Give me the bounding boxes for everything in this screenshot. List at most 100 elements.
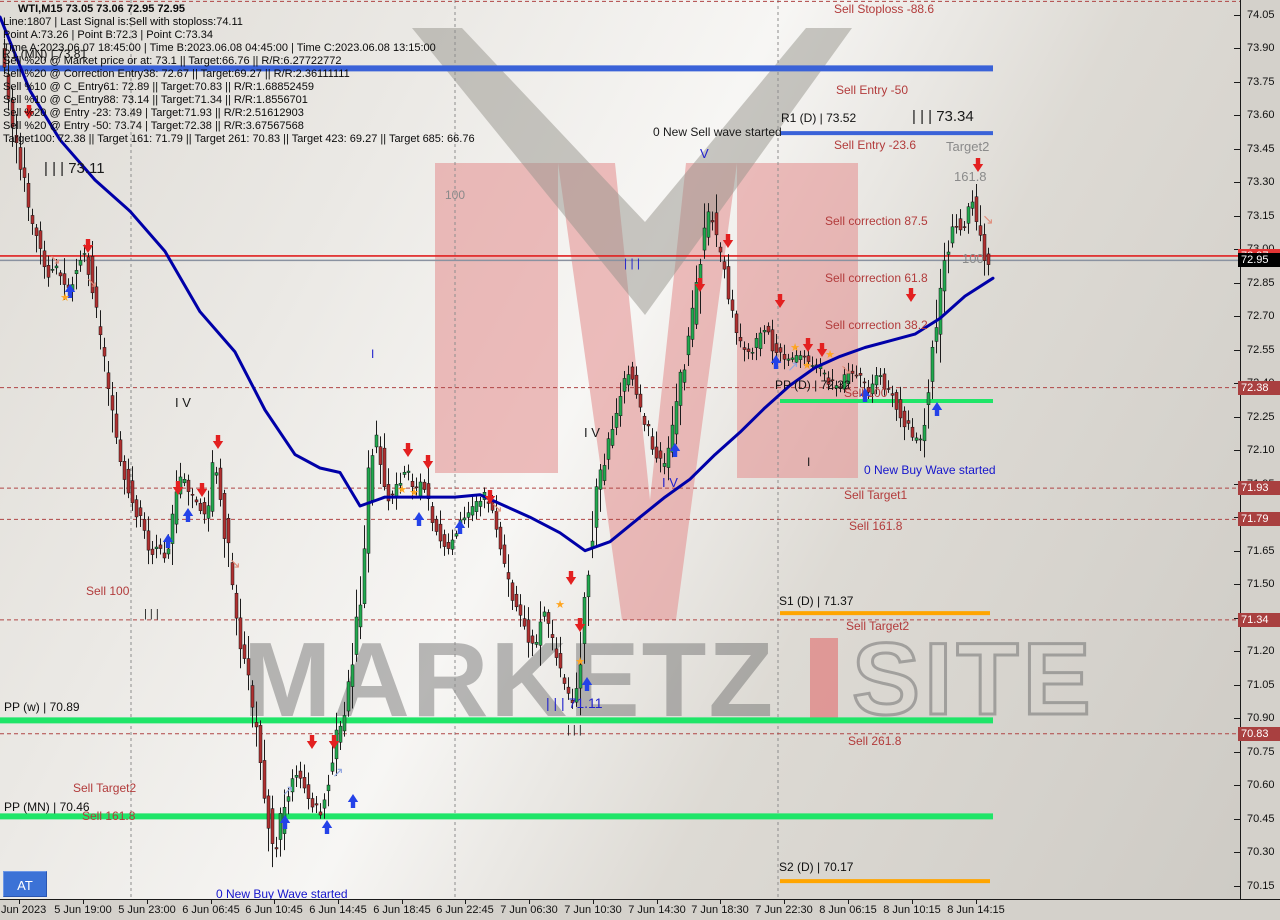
- info-panel-line: Point A:73.26 | Point B:72.3 | Point C:7…: [3, 29, 213, 41]
- time-axis-label: 8 Jun 14:15: [947, 904, 1005, 916]
- time-axis: 5 Jun 2023 5 Jun 19:00 5 Jun 23:00 6 Jun 06…: [0, 899, 1280, 920]
- signal-label: Sell correction 38.2: [825, 318, 928, 332]
- wave-label: I: [807, 455, 811, 469]
- exit-buy-arrow-icon: ↗: [332, 764, 344, 780]
- time-axis-tick: [147, 900, 148, 904]
- time-axis-label: 6 Jun 06:45: [182, 904, 240, 916]
- price-badge: 71.34: [1238, 612, 1280, 627]
- price-axis-tick: [1234, 349, 1241, 351]
- star-icon: ★: [802, 360, 812, 372]
- wave-label: 100: [962, 251, 984, 266]
- time-axis-tick: [784, 900, 785, 904]
- price-axis-tick: [1234, 416, 1241, 418]
- time-axis-label: 7 Jun 22:30: [755, 904, 813, 916]
- time-axis-label: 5 Jun 23:00: [118, 904, 176, 916]
- time-axis-label: 8 Jun 10:15: [883, 904, 941, 916]
- time-axis-tick: [338, 900, 339, 904]
- chart-canvas: MARKETZ SITE★★ ★★★★★★↘↘↘↘↘↘↗↗↗: [0, 0, 1240, 899]
- wave-label: | | |: [144, 608, 159, 620]
- at-button[interactable]: AT: [3, 871, 47, 897]
- sell-arrow-icon: [402, 443, 414, 457]
- signal-label: Sell 261.8: [848, 734, 902, 748]
- time-axis-label: 5 Jun 2023: [0, 904, 47, 916]
- sell-arrow-icon: [328, 735, 340, 749]
- signal-label: Sell correction 61.8: [825, 271, 928, 285]
- buy-arrow-icon: [413, 512, 425, 526]
- time-axis-label: 7 Jun 18:30: [691, 904, 749, 916]
- exit-sell-arrow-icon: ↘: [49, 251, 61, 267]
- time-axis-label: 6 Jun 18:45: [373, 904, 431, 916]
- buy-arrow-icon: [279, 815, 291, 829]
- info-panel-line: Sell %20 @ Entry -23: 73.49 | Target:71.…: [3, 107, 304, 119]
- time-axis-tick: [402, 900, 403, 904]
- buy-arrow-icon: [859, 388, 871, 402]
- wave-label: | | | 73.34: [912, 108, 974, 125]
- buy-arrow-icon: [321, 820, 333, 834]
- price-axis-tick: [1234, 517, 1241, 519]
- sell-arrow-icon: [172, 481, 184, 495]
- time-axis-tick: [274, 900, 275, 904]
- price-axis-label: 73.30: [1247, 176, 1275, 189]
- wave-label: V: [700, 146, 709, 161]
- price-axis-tick: [1234, 718, 1241, 720]
- star-icon: ★: [575, 656, 585, 668]
- sell-arrow-icon: [802, 338, 814, 352]
- info-panel-line: Target100: 72.38 || Target 161: 71.79 ||…: [3, 133, 475, 145]
- price-axis-tick: [1234, 818, 1241, 820]
- chart-plot-area[interactable]: MARKETZ SITE ★ ★ ★ ★ ★ ★ ★ ★ ↘ ↘ ↘ ↘ ↘ ↘ ↗ ↗ ↗ R1 (MN) | 73…: [0, 0, 1240, 899]
- buy-arrow-icon: [669, 443, 681, 457]
- price-axis-label: 71.05: [1247, 678, 1275, 691]
- sell-arrow-icon: [694, 278, 706, 292]
- pivot-label-pp: PP (MN) | 70.46: [4, 800, 90, 814]
- sell-arrow-icon: [306, 735, 318, 749]
- price-axis-tick: [1234, 550, 1241, 552]
- price-axis-tick: [1234, 684, 1241, 686]
- price-badge: 70.83: [1238, 726, 1280, 741]
- time-axis-tick: [211, 900, 212, 904]
- info-panel-line: Sell %10 @ C_Entry61: 72.89 || Target:70…: [3, 81, 315, 93]
- wave-label: 0 New Buy Wave started: [864, 463, 996, 477]
- sell-arrow-icon: [722, 234, 734, 248]
- wave-label: I: [371, 347, 375, 361]
- signal-label: Sell 100: [86, 584, 130, 598]
- price-axis-label: 72.70: [1247, 310, 1275, 323]
- sell-arrow-icon: [422, 455, 434, 469]
- price-axis-tick: [1234, 182, 1241, 184]
- buy-arrow-icon: [182, 508, 194, 522]
- signal-label: Sell 161.8: [82, 809, 136, 823]
- signal-label: Sell 161.8: [849, 519, 903, 533]
- time-axis-tick: [593, 900, 594, 904]
- time-axis-label: 7 Jun 14:30: [628, 904, 686, 916]
- price-axis-tick: [1234, 316, 1241, 318]
- price-badge: 71.79: [1238, 512, 1280, 527]
- price-badge: 71.93: [1238, 481, 1280, 496]
- buy-arrow-icon: [454, 520, 466, 534]
- star-icon: ★: [555, 599, 565, 611]
- price-axis-tick: [1234, 651, 1241, 653]
- wave-label: I V: [175, 395, 191, 410]
- time-axis-label: 8 Jun 06:15: [819, 904, 877, 916]
- signal-label: Sell Stoploss -88.6: [834, 2, 935, 16]
- price-axis-label: 71.20: [1247, 645, 1275, 658]
- price-axis-label: 73.45: [1247, 142, 1275, 155]
- wave-label: | | |: [624, 256, 641, 270]
- price-axis-tick: [1234, 81, 1241, 83]
- price-axis-label: 70.75: [1247, 745, 1275, 758]
- buy-arrow-icon: [347, 794, 359, 808]
- sell-arrow-icon: [574, 618, 586, 632]
- signal-label: Sell Entry -23.6: [834, 138, 917, 152]
- exit-sell-arrow-icon: ↘: [840, 361, 852, 377]
- price-axis-tick: [1234, 282, 1241, 284]
- price-axis-label: 73.60: [1247, 109, 1275, 122]
- exit-sell-arrow-icon: ↘: [229, 555, 241, 571]
- price-axis-label: 70.30: [1247, 846, 1275, 859]
- time-axis-label: 6 Jun 22:45: [436, 904, 494, 916]
- sell-arrow-icon: [905, 288, 917, 302]
- exit-buy-arrow-icon: ↗: [787, 358, 799, 374]
- pivot-label-s2: S2 (D) | 70.17: [779, 860, 854, 874]
- signal-markers: ★★ ★★★★★★↘↘↘↘↘↘↗↗↗: [23, 105, 994, 834]
- time-axis-label: 6 Jun 10:45: [245, 904, 303, 916]
- exit-buy-arrow-icon: ↗: [282, 782, 294, 798]
- star-icon: ★: [409, 487, 419, 499]
- time-axis-tick: [83, 900, 84, 904]
